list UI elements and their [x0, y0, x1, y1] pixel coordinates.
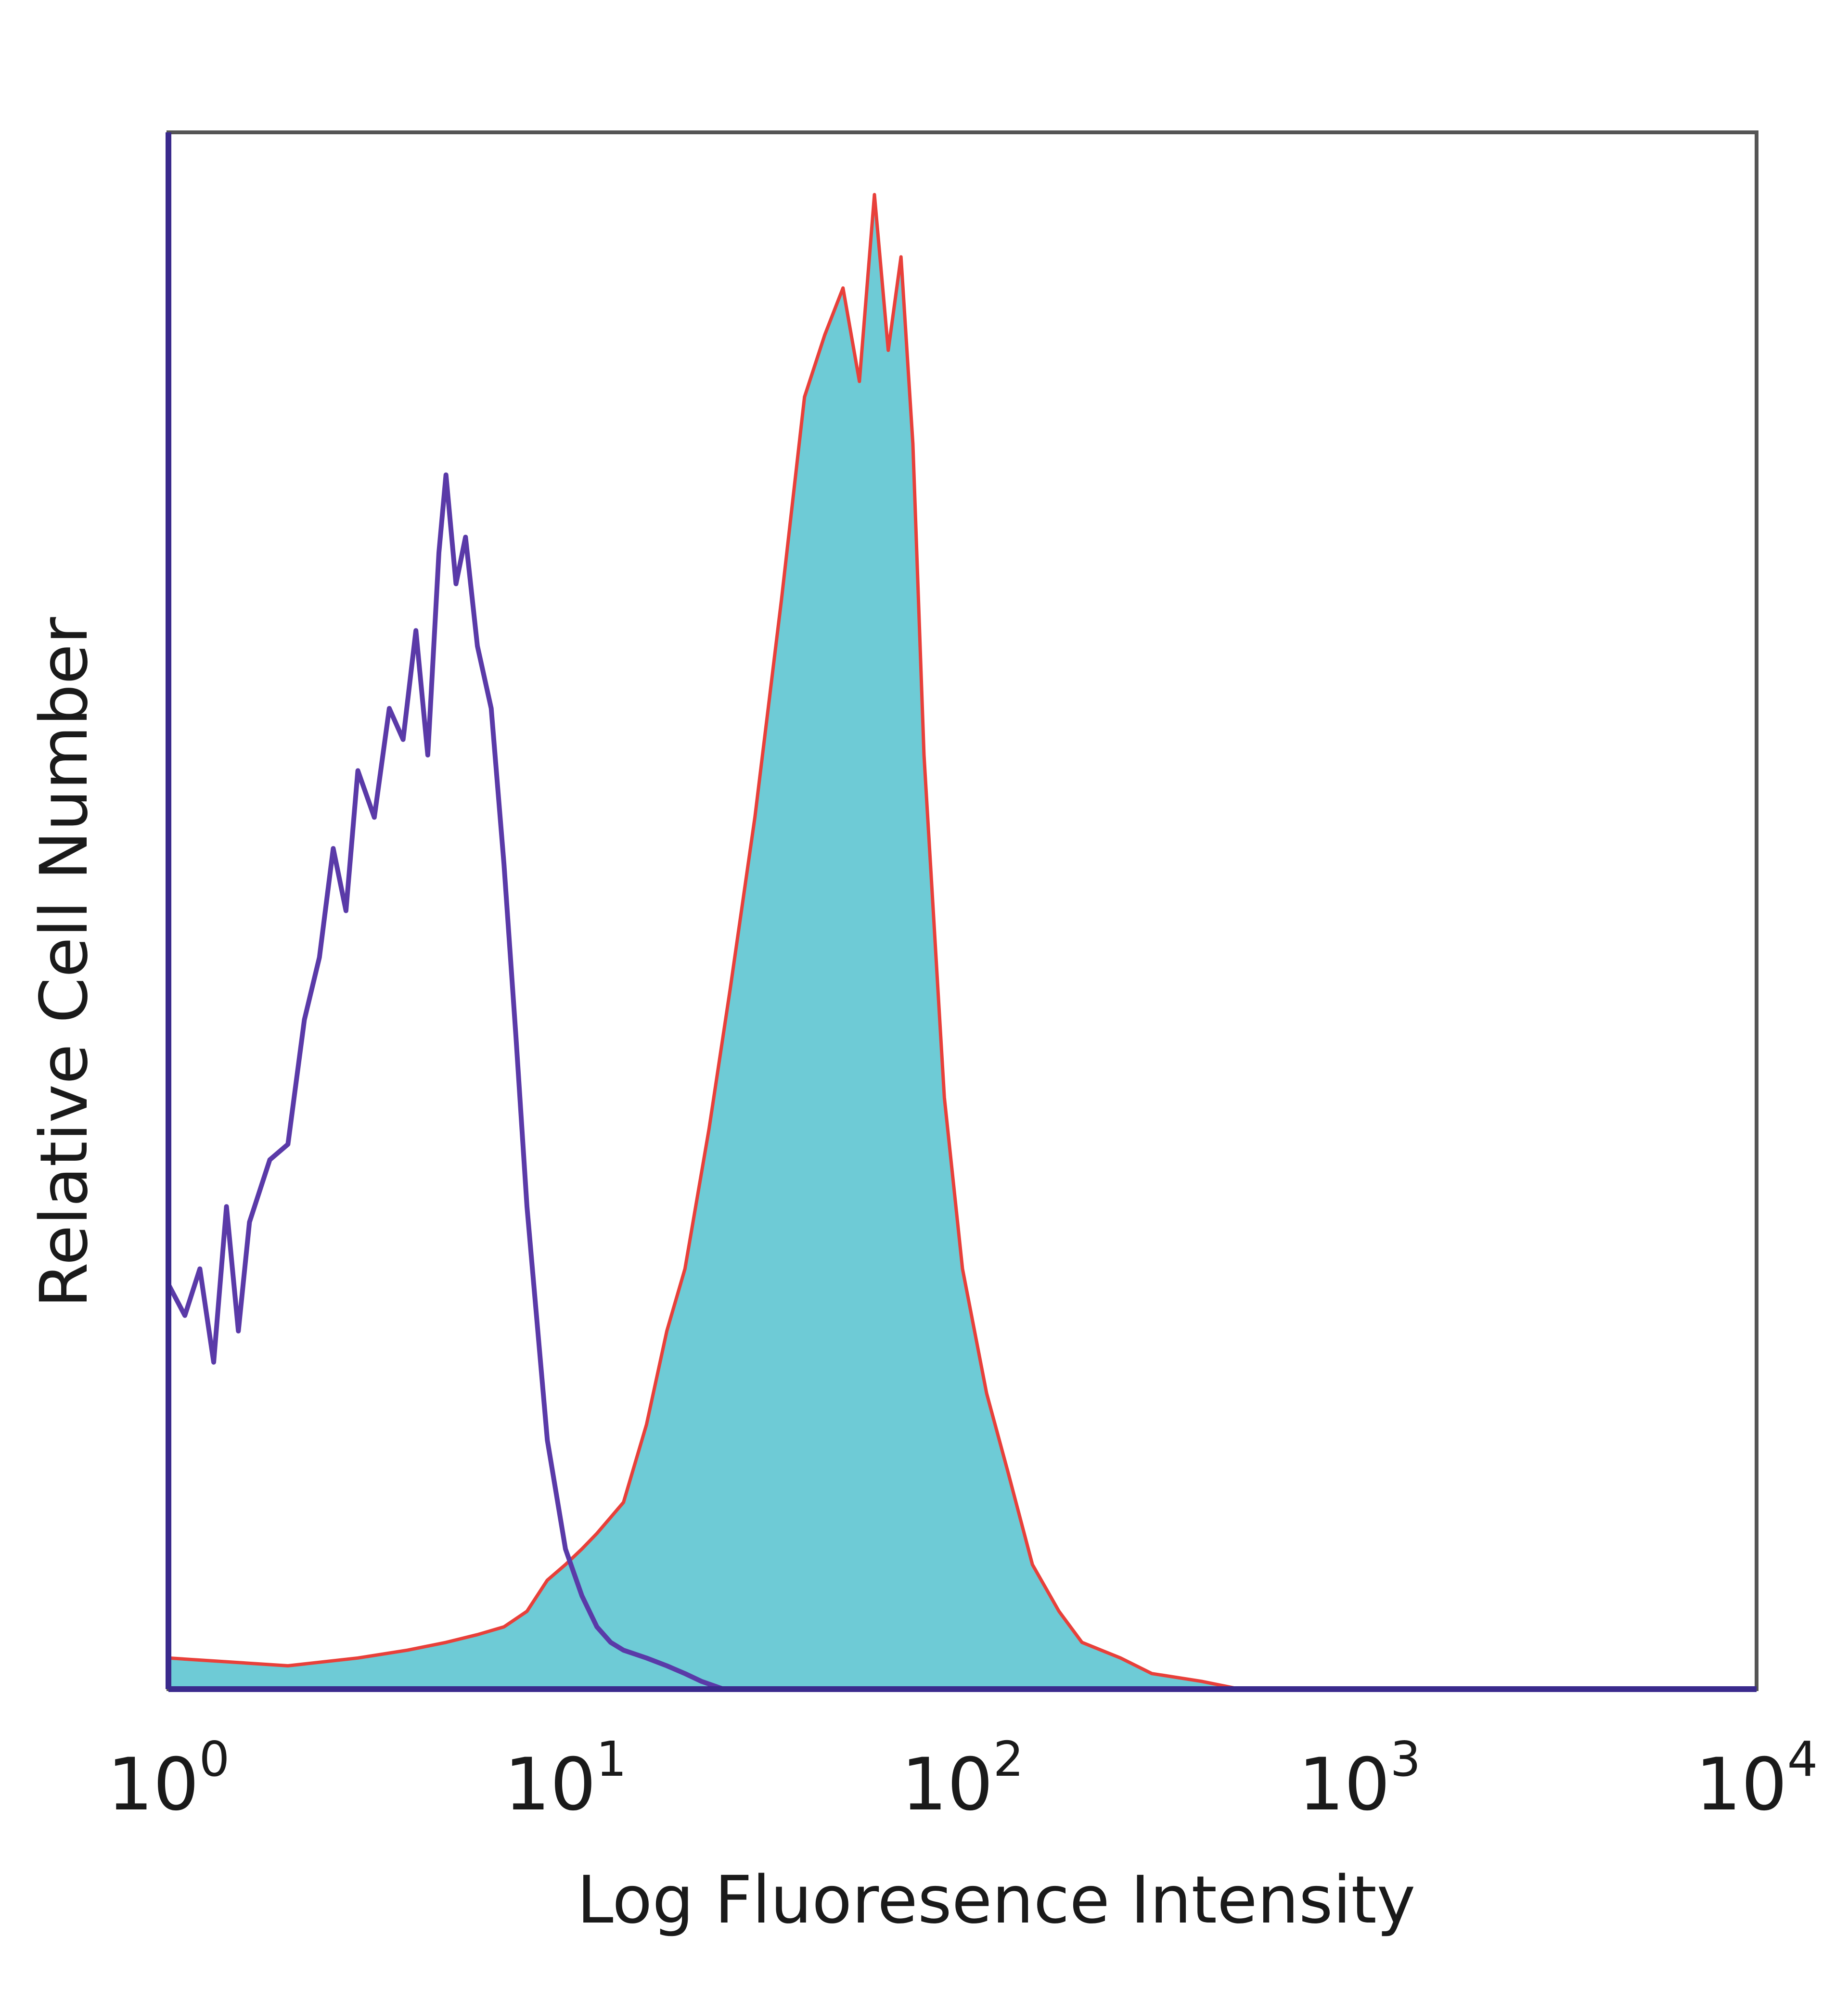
x-tick-label: 100 [107, 1731, 230, 1827]
x-tick-labels: 100 101 102 103 104 [107, 1731, 1818, 1827]
x-tick-label: 103 [1298, 1731, 1421, 1827]
x-axis-label: Log Fluoresence Intensity [577, 1862, 1416, 1938]
x-tick-label: 104 [1695, 1731, 1818, 1827]
series-1-outline [168, 192, 1241, 1691]
x-tick-label: 101 [504, 1731, 627, 1827]
y-axis-label: Relative Cell Number [26, 617, 103, 1308]
x-tick-label: 102 [901, 1731, 1024, 1827]
series-1-fill [168, 194, 1240, 1690]
series-0-line [166, 472, 724, 1692]
plot-area [166, 130, 1758, 1692]
